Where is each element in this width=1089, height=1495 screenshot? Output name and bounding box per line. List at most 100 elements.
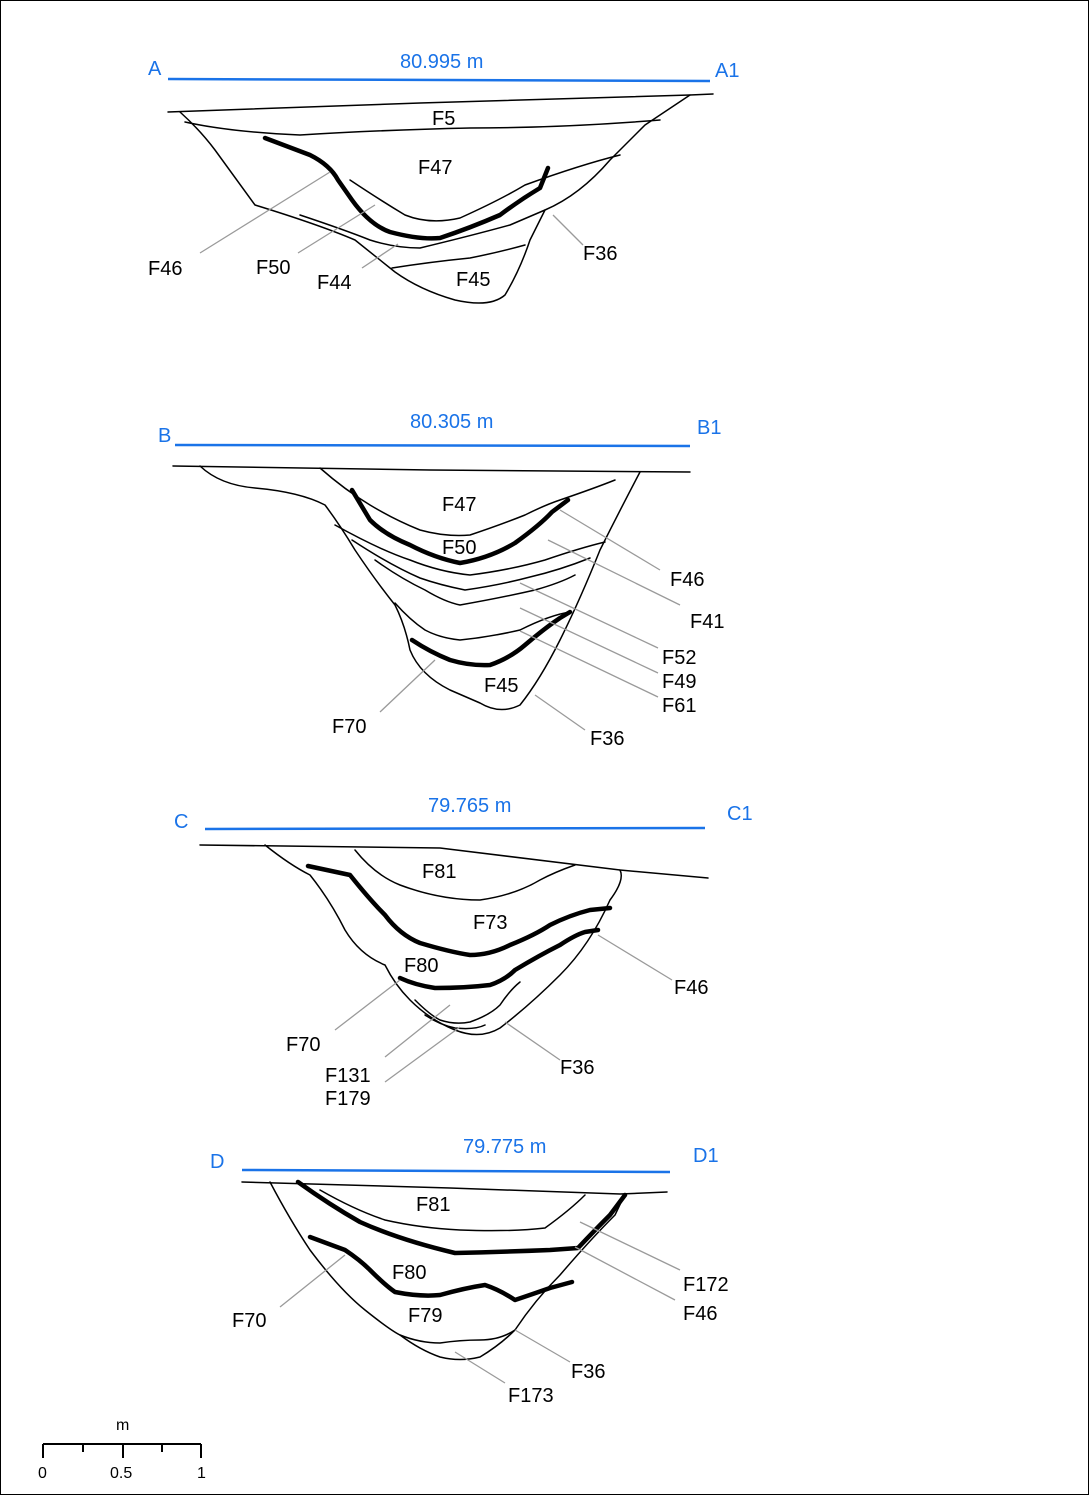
section-b: B B1 80.305 m F47 F50 F46 F41 F52 F49 F6… [158, 411, 724, 750]
section-b-f52-base [351, 539, 591, 591]
section-c-label-f179: F179 [325, 1088, 371, 1110]
section-c-f80-boundary [397, 927, 601, 991]
section-c-f131-base [414, 981, 521, 1024]
section-a-f5-base [184, 119, 661, 136]
section-a-label-f5: F5 [432, 108, 455, 130]
section-c-label-f81: F81 [422, 861, 456, 883]
section-b-end-label: B1 [697, 417, 721, 439]
section-b-datum-line [174, 443, 691, 448]
section-d-start-label: D [210, 1151, 224, 1173]
section-d-f81-base [319, 1189, 586, 1232]
section-b-leader-f52 [519, 582, 659, 649]
section-c-f73-boundary [305, 863, 613, 958]
section-a-end-label: A1 [715, 60, 739, 82]
section-c-datum-line [204, 826, 706, 831]
section-b-label-f36: F36 [590, 728, 624, 750]
section-b-leader-f49 [519, 607, 659, 674]
section-b-f49-base [374, 559, 576, 606]
section-a-f47-base [349, 154, 621, 222]
section-d-f172-boundary [295, 1179, 628, 1256]
section-d-label-f173: F173 [508, 1385, 554, 1407]
section-b-f46-boundary [349, 487, 571, 566]
section-a-label-f47: F47 [418, 157, 452, 179]
section-c-f81-base [354, 849, 576, 901]
section-a-label-f36: F36 [583, 243, 617, 265]
section-d-label-f79: F79 [408, 1305, 442, 1327]
section-a-f44-base [299, 209, 546, 249]
section-b-label-f46: F46 [670, 569, 704, 591]
section-b-label-f70: F70 [332, 716, 366, 738]
section-d-leader-f36 [514, 1329, 571, 1363]
section-b-cut-outline [199, 465, 641, 711]
section-a-cut-outline [179, 94, 691, 304]
section-a-f46-boundary [262, 135, 551, 241]
section-c-f179-base [424, 1014, 486, 1030]
section-c-leader-f36 [504, 1021, 561, 1061]
section-b-f61-base [394, 602, 571, 641]
section-d-label-f36: F36 [571, 1361, 605, 1383]
scale-bar-label-1: 1 [197, 1465, 206, 1482]
section-b-label-f52: F52 [662, 647, 696, 669]
section-d-datum-label: 79.775 m [463, 1136, 546, 1158]
section-b-label-f47: F47 [442, 494, 476, 516]
section-a-datum-line [167, 77, 711, 83]
section-a: A A1 80.995 m F5 F47 F46 F50 F44 F45 F36 [148, 51, 739, 304]
section-d-cut-outline [269, 1181, 626, 1361]
section-b-label-f61: F61 [662, 695, 696, 717]
scale-bar-label-0: 0 [38, 1465, 47, 1482]
section-c-leader-f179 [384, 1026, 461, 1083]
section-b-f70-boundary [409, 609, 573, 668]
section-d: D D1 79.775 m F81 F172 F80 F46 F70 F79 F… [210, 1136, 729, 1407]
section-c-datum-label: 79.765 m [428, 795, 511, 817]
section-d-f80-boundary [307, 1234, 575, 1303]
section-d-leader-f70 [279, 1254, 346, 1308]
section-a-label-f46: F46 [148, 258, 182, 280]
section-b-leader-f61 [519, 630, 659, 698]
section-d-label-f46: F46 [683, 1303, 717, 1325]
section-b-f41-base [334, 524, 606, 576]
section-b-label-f45: F45 [484, 675, 518, 697]
section-d-leader-f46 [574, 1246, 676, 1301]
scale-bar: m 0 0.5 1 [38, 1417, 206, 1482]
section-d-label-f70: F70 [232, 1310, 266, 1332]
section-c-label-f131: F131 [325, 1065, 371, 1087]
section-d-end-label: D1 [693, 1145, 719, 1167]
scale-bar-label-0-5: 0.5 [110, 1465, 132, 1482]
section-b-leader-f46 [559, 509, 661, 571]
section-c-leader-f46 [597, 934, 673, 981]
section-c-end-label: C1 [727, 803, 753, 825]
section-c-label-f36: F36 [560, 1057, 594, 1079]
section-c-label-f73: F73 [473, 912, 507, 934]
section-d-label-f80: F80 [392, 1262, 426, 1284]
section-d-f79-base [399, 1329, 516, 1344]
section-d-leader-f173 [454, 1351, 506, 1384]
section-a-ground-surface [167, 93, 714, 113]
section-b-f47-base [319, 467, 616, 537]
section-b-label-f41: F41 [690, 611, 724, 633]
section-c-label-f70: F70 [286, 1034, 320, 1056]
section-c-label-f46: F46 [674, 977, 708, 999]
section-b-label-f50: F50 [442, 537, 476, 559]
section-a-leader-f50 [297, 204, 376, 254]
section-b-leader-f70 [379, 659, 436, 713]
section-b-leader-f36 [534, 694, 586, 731]
section-a-leader-f46 [199, 171, 331, 254]
section-a-f45-top [391, 244, 526, 269]
section-b-ground-surface [172, 465, 691, 473]
section-d-label-f81: F81 [416, 1194, 450, 1216]
section-d-datum-line [241, 1168, 671, 1174]
section-a-label-f45: F45 [456, 269, 490, 291]
section-a-leader-f44 [361, 243, 399, 269]
section-c-label-f80: F80 [404, 955, 438, 977]
section-d-ground-surface [241, 1181, 668, 1195]
section-b-leader-f41 [547, 539, 681, 606]
scale-bar-unit: m [116, 1417, 129, 1434]
section-a-label-f50: F50 [256, 257, 290, 279]
section-b-label-f49: F49 [662, 671, 696, 693]
section-b-datum-label: 80.305 m [410, 411, 493, 433]
section-a-datum-label: 80.995 m [400, 51, 483, 73]
section-c-leader-f131 [384, 1004, 451, 1058]
section-c-start-label: C [174, 811, 188, 833]
